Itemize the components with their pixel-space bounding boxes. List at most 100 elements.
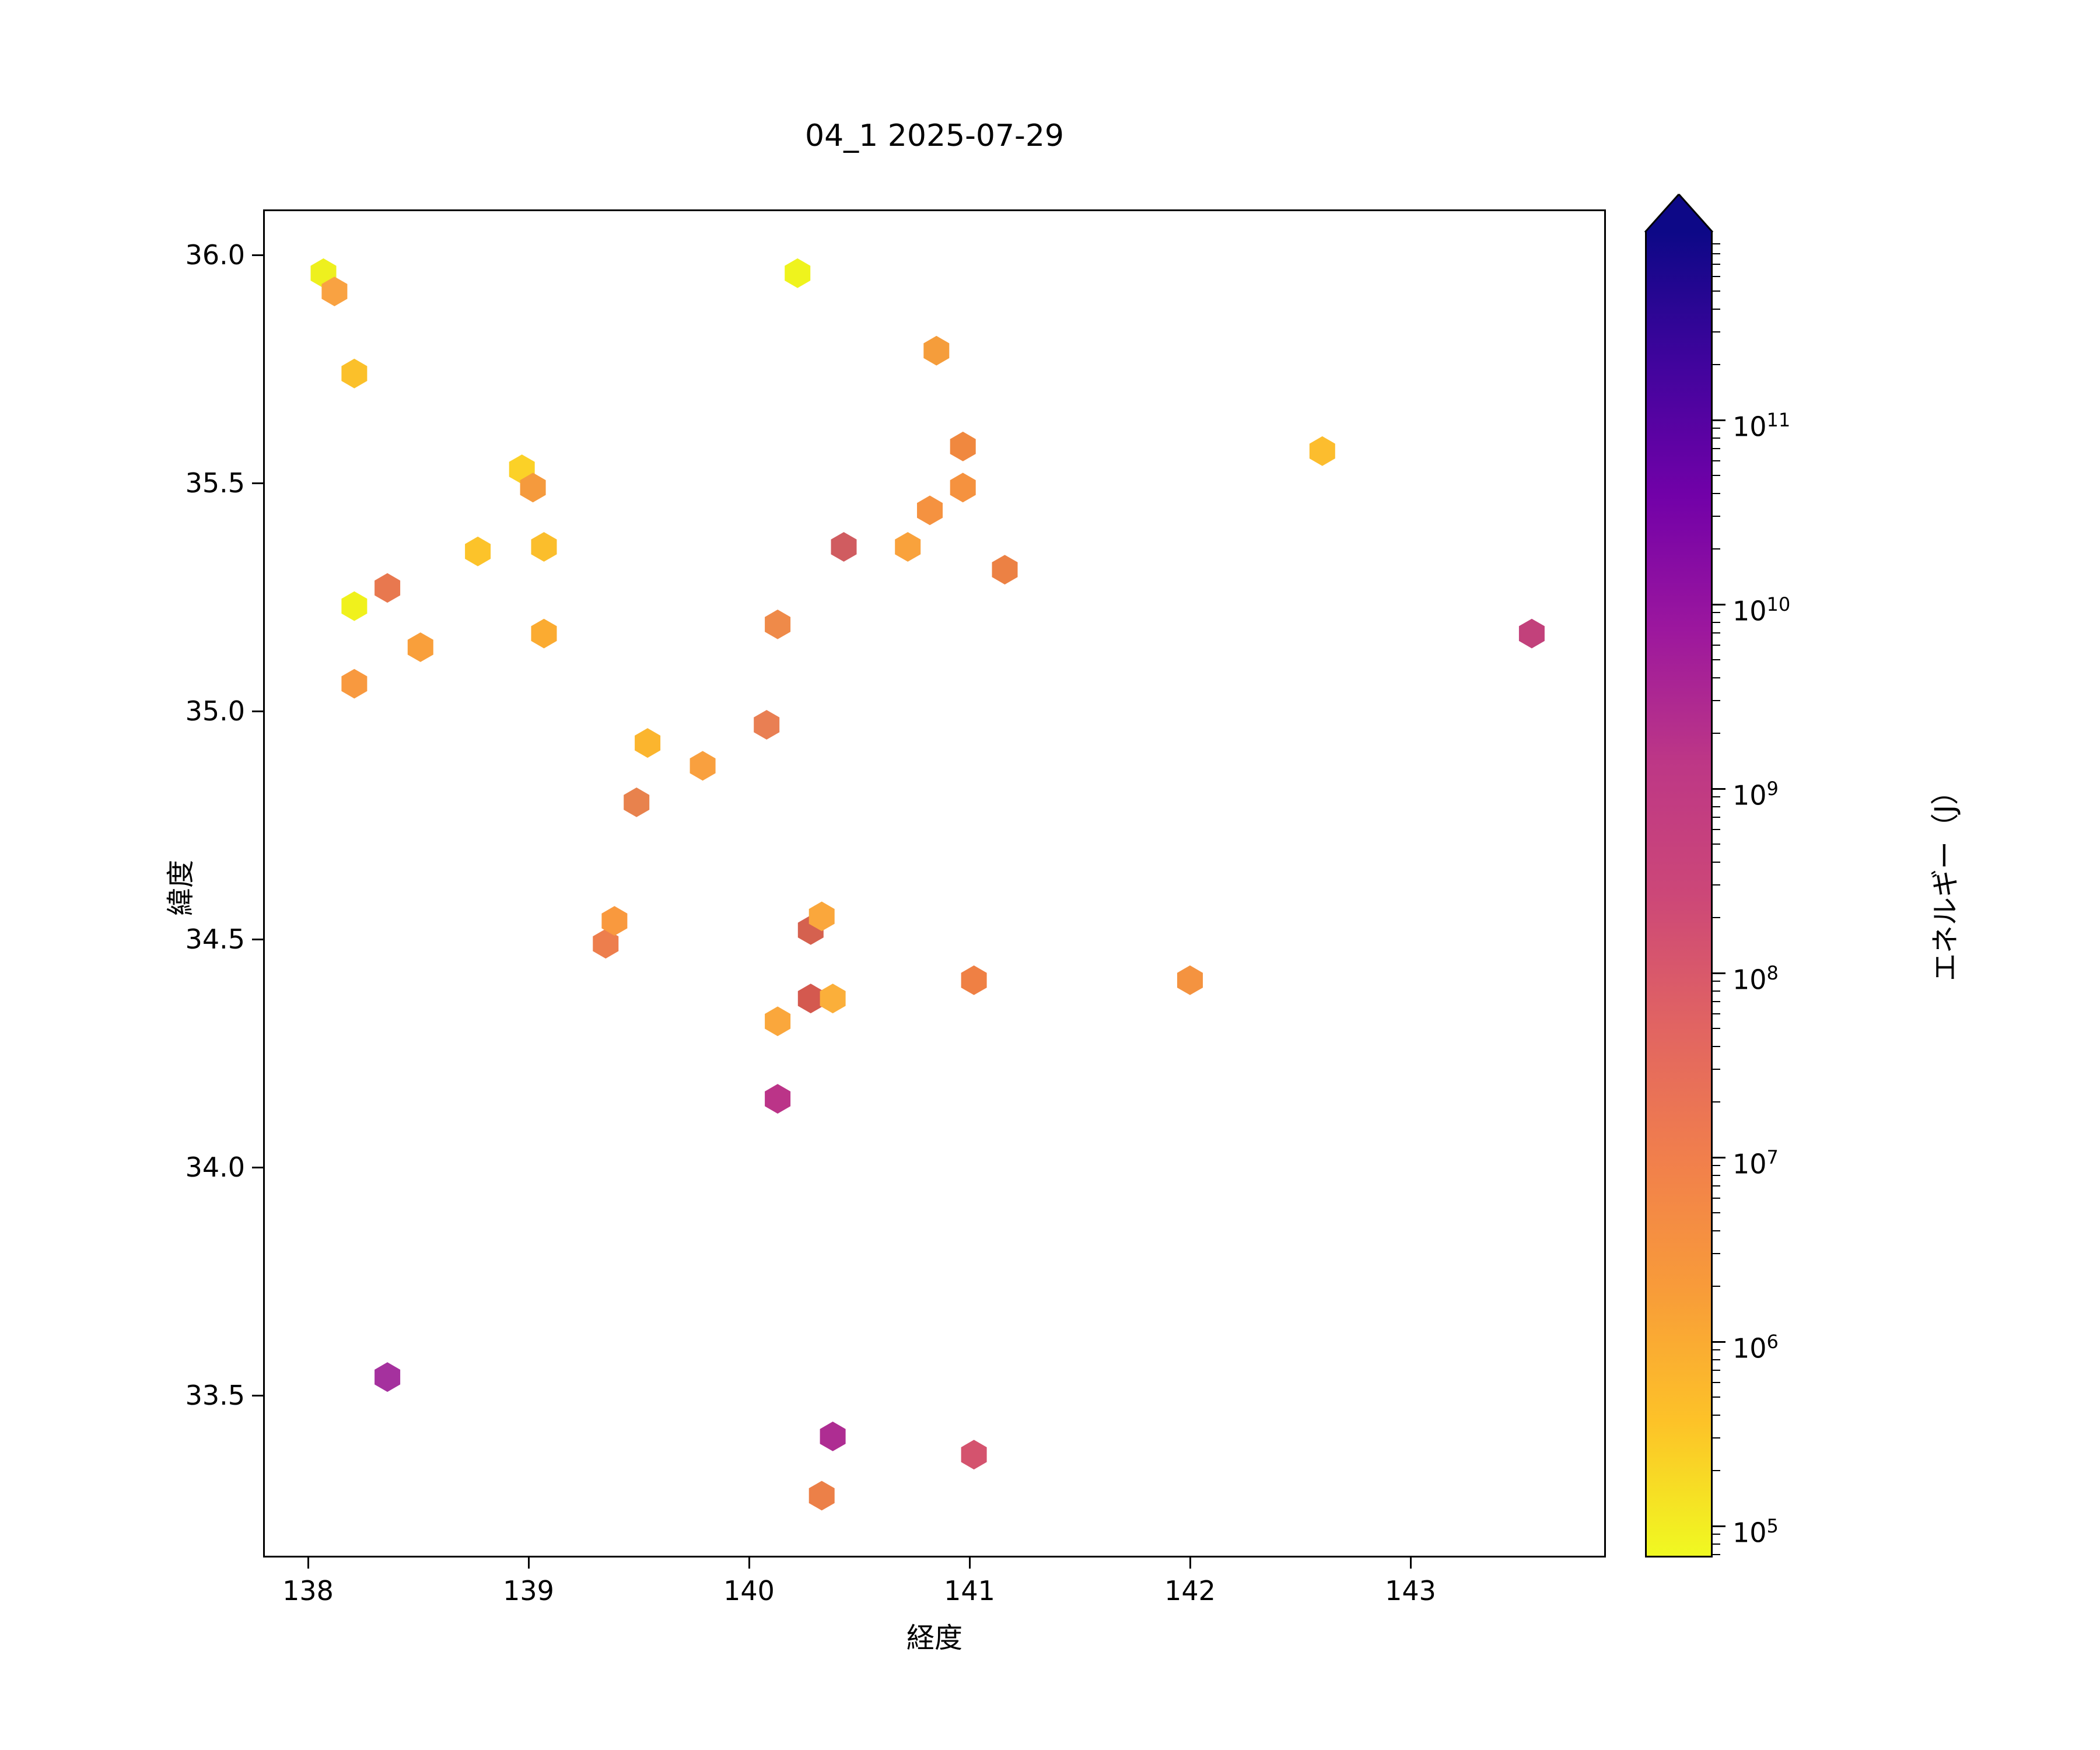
data-point-hexagon	[831, 532, 857, 562]
colorbar-tick-label: 105	[1732, 1515, 1779, 1549]
colorbar-minor-tick	[1713, 475, 1720, 477]
colorbar-minor-tick	[1713, 621, 1720, 623]
colorbar-minor-tick	[1713, 1174, 1720, 1176]
colorbar-minor-tick	[1713, 1369, 1720, 1371]
data-point-hexagon	[601, 906, 628, 936]
x-tick-mark	[968, 1558, 971, 1569]
colorbar-minor-tick	[1713, 548, 1720, 550]
colorbar-minor-tick	[1713, 492, 1720, 494]
x-tick-mark	[527, 1558, 530, 1569]
colorbar-minor-tick	[1713, 460, 1720, 462]
data-point-hexagon	[961, 965, 987, 995]
data-point-hexagon	[950, 473, 976, 503]
x-tick-label: 141	[944, 1575, 995, 1606]
colorbar-minor-tick	[1713, 253, 1720, 254]
data-point-hexagon	[923, 335, 950, 366]
colorbar-minor-tick	[1713, 308, 1720, 310]
data-point-hexagon	[520, 473, 546, 503]
colorbar-minor-tick	[1713, 1198, 1720, 1199]
y-tick-mark	[252, 710, 263, 712]
colorbar-minor-tick	[1713, 844, 1720, 845]
colorbar-major-tick	[1713, 788, 1726, 790]
colorbar-minor-tick	[1713, 1382, 1720, 1384]
colorbar-minor-tick	[1713, 290, 1720, 292]
data-point-hexagon	[765, 610, 791, 639]
colorbar-minor-tick	[1713, 796, 1720, 798]
figure-title: 04_1 2025-07-29	[805, 118, 1064, 153]
data-point-hexagon	[341, 591, 368, 621]
colorbar-minor-tick	[1713, 981, 1720, 982]
colorbar-tick-label: 1010	[1732, 593, 1791, 627]
colorbar-minor-tick	[1713, 1045, 1720, 1047]
data-point-hexagon	[593, 929, 619, 959]
colorbar-major-tick	[1713, 603, 1726, 606]
x-axis-label: 経度	[906, 1622, 963, 1654]
y-tick-label: 33.5	[185, 1380, 245, 1411]
colorbar-minor-tick	[1713, 861, 1720, 863]
colorbar-minor-tick	[1713, 437, 1720, 439]
colorbar-minor-tick	[1713, 829, 1720, 831]
colorbar-minor-tick	[1713, 1013, 1720, 1015]
colorbar-minor-tick	[1713, 1349, 1720, 1351]
colorbar-minor-tick	[1713, 1437, 1720, 1439]
y-tick-mark	[252, 938, 263, 940]
data-point-hexagon	[961, 1440, 987, 1470]
colorbar-minor-tick	[1713, 659, 1720, 661]
data-point-hexagon	[950, 432, 976, 461]
data-point-hexagon	[465, 536, 491, 566]
data-point-hexagon	[531, 532, 557, 562]
colorbar-minor-tick	[1713, 447, 1720, 449]
colorbar-minor-tick	[1713, 243, 1720, 245]
y-tick-label: 34.0	[185, 1152, 245, 1183]
colorbar-minor-tick	[1713, 1212, 1720, 1214]
colorbar-minor-tick	[1713, 1285, 1720, 1287]
y-axis-label: 緯度	[164, 860, 197, 916]
colorbar-major-tick	[1713, 1156, 1726, 1158]
data-point-hexagon	[1177, 965, 1203, 995]
colorbar-minor-tick	[1713, 884, 1720, 886]
colorbar-minor-tick	[1713, 632, 1720, 634]
x-tick-mark	[1409, 1558, 1412, 1569]
colorbar-minor-tick	[1713, 990, 1720, 992]
colorbar-minor-tick	[1713, 1101, 1720, 1102]
y-tick-mark	[252, 1166, 263, 1168]
colorbar-minor-tick	[1713, 1028, 1720, 1030]
data-point-hexagon	[765, 1006, 791, 1037]
colorbar-minor-tick	[1713, 1414, 1720, 1416]
y-tick-label: 35.0	[185, 695, 245, 727]
data-point-hexagon	[635, 728, 661, 758]
data-point-hexagon	[1309, 436, 1335, 466]
colorbar-minor-tick	[1713, 263, 1720, 265]
colorbar-minor-tick	[1713, 612, 1720, 614]
data-point-hexagon	[374, 1362, 401, 1392]
data-point-hexagon	[808, 901, 835, 932]
y-tick-mark	[252, 254, 263, 256]
y-tick-label: 34.5	[185, 923, 245, 955]
y-tick-mark	[252, 482, 263, 484]
data-point-hexagon	[754, 710, 780, 740]
colorbar-minor-tick	[1713, 1069, 1720, 1070]
colorbar-minor-tick	[1713, 1553, 1720, 1555]
colorbar-minor-tick	[1713, 700, 1720, 702]
colorbar-minor-tick	[1713, 1185, 1720, 1186]
x-tick-mark	[307, 1558, 309, 1569]
colorbar-minor-tick	[1713, 1543, 1720, 1545]
colorbar-tick-label: 106	[1732, 1331, 1779, 1364]
x-tick-mark	[1189, 1558, 1191, 1569]
data-point-hexagon	[341, 358, 368, 388]
colorbar-minor-tick	[1713, 1396, 1720, 1398]
colorbar-major-tick	[1713, 972, 1726, 974]
x-tick-label: 142	[1164, 1575, 1216, 1606]
colorbar-minor-tick	[1713, 1534, 1720, 1535]
data-point-hexagon	[820, 1422, 846, 1451]
data-point-hexagon	[820, 984, 846, 1014]
data-point-hexagon	[917, 495, 943, 526]
x-tick-label: 140	[723, 1575, 775, 1606]
x-tick-label: 138	[282, 1575, 334, 1606]
data-point-hexagon	[1518, 618, 1545, 649]
colorbar-minor-tick	[1713, 1469, 1720, 1471]
colorbar-minor-tick	[1713, 1230, 1720, 1231]
data-point-hexagon	[808, 1480, 835, 1511]
colorbar-minor-tick	[1713, 677, 1720, 678]
